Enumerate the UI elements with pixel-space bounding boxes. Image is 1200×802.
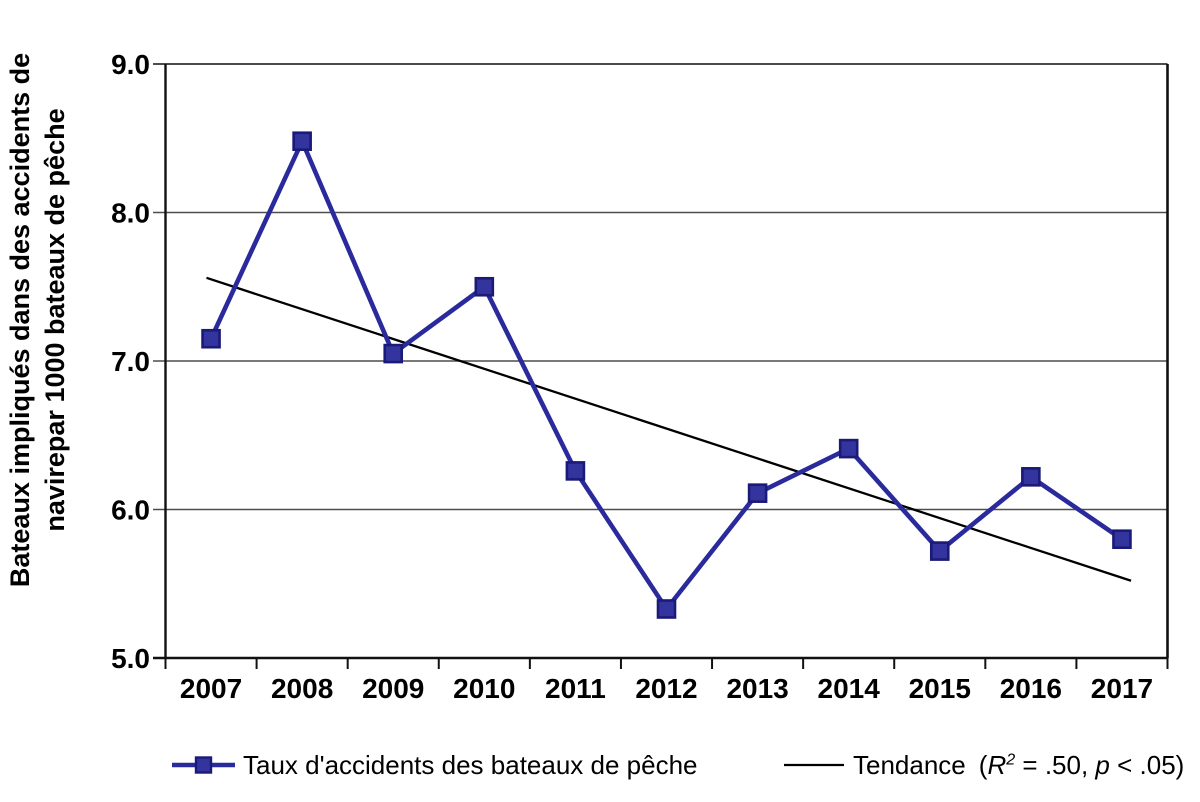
trend-stats-part: < .05) (1109, 749, 1185, 780)
y-tick-label: 5.0 (111, 643, 150, 674)
legend-item-series: Taux d'accidents des bateaux de pêche (172, 745, 698, 785)
x-tick-label: 2012 (635, 673, 697, 704)
y-axis-title-line2: navirepar 1000 bateaux de pêche (40, 108, 70, 532)
data-point-marker-2010 (474, 276, 495, 297)
data-point-marker-2016 (1021, 467, 1041, 487)
y-tick-label: 6.0 (111, 494, 150, 525)
series-legend-label: Taux d'accidents des bateaux de pêche (243, 749, 698, 780)
data-point-marker-2011 (565, 461, 586, 481)
data-point-marker-2013 (747, 483, 768, 503)
x-tick-label: 2007 (180, 673, 242, 704)
y-tick-label: 7.0 (111, 346, 150, 377)
trend-stats-part: 2 (1006, 749, 1016, 768)
data-point-marker-2015 (929, 541, 950, 561)
legend-item-trend: Tendance (R2 = .50, p < .05) (784, 745, 1184, 785)
x-tick-label: 2011 (545, 673, 606, 704)
data-point-marker-2008 (292, 131, 312, 152)
trend-line (206, 276, 1132, 582)
series-line (208, 135, 1124, 613)
x-tick-label: 2015 (909, 673, 971, 704)
data-point-marker-2014 (838, 438, 859, 459)
trend-legend-label: Tendance (853, 749, 966, 780)
x-tick-label: 2008 (271, 673, 333, 704)
data-point-marker-2017 (1112, 529, 1132, 550)
y-tick-label: 9.0 (111, 49, 150, 80)
trend-legend-icon (784, 763, 844, 767)
x-tick-label: 2013 (726, 673, 788, 704)
trend-legend-stats: (R2 = .50, p < .05) (979, 750, 1185, 781)
data-point-marker-2009 (383, 343, 404, 364)
x-tick-label: 2014 (818, 673, 881, 704)
series-legend-icon (172, 756, 235, 774)
trend-stats-part: p (1095, 749, 1110, 780)
y-axis-title: Bateaux impliqués dans des accidents de … (3, 40, 75, 600)
y-tick-label: 8.0 (111, 197, 150, 228)
data-point-marker-2012 (656, 599, 677, 619)
trend-stats-part: ( (978, 749, 988, 780)
trend-stats-part: = .50, (1015, 749, 1096, 780)
x-tick-label: 2010 (453, 673, 515, 704)
data-point-marker-2007 (201, 328, 221, 349)
x-tick-label: 2017 (1091, 673, 1153, 704)
x-tick-label: 2016 (1000, 673, 1062, 704)
y-axis-title-line1: Bateaux impliqués dans des accidents de (5, 52, 35, 588)
x-tick-label: 2009 (362, 673, 424, 704)
trend-stats-part: R (987, 749, 1007, 780)
